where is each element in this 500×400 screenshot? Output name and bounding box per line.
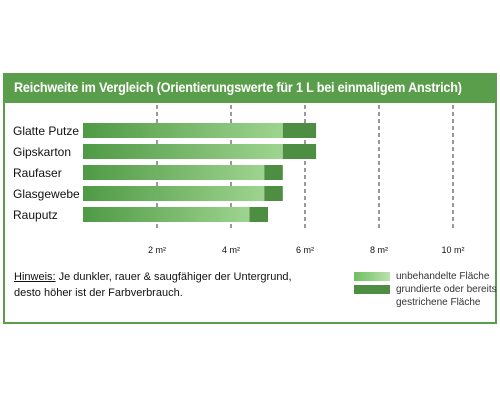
category-label-3: Glasgewebe	[13, 187, 80, 201]
legend-swatch-dark	[354, 285, 390, 294]
tick-label-8: 8 m²	[370, 245, 388, 255]
title-bar: Reichweite im Vergleich (Orientierungswe…	[5, 75, 495, 103]
hint-label: Hinweis:	[14, 271, 56, 283]
legend-label-untreated: unbehandelte Fläche	[396, 271, 490, 282]
bar-untreated-3	[83, 186, 265, 201]
tick-label-10: 10 m²	[441, 245, 464, 255]
bar-primed-2	[264, 165, 283, 180]
bar-primed-3	[264, 186, 283, 201]
bar-primed-0	[282, 123, 317, 138]
bar-chart: Glatte Putze Gipskarton Raufaser Glasgewebe…	[13, 105, 465, 255]
category-label-4: Rauputz	[13, 208, 58, 222]
bar-untreated-2	[83, 165, 265, 180]
category-label-0: Glatte Putze	[13, 124, 79, 138]
chart-frame: Reichweite im Vergleich (Orientierungswe…	[3, 73, 497, 324]
hint-text-line1: Je dunkler, rauer & saugfähiger der Unte…	[55, 271, 292, 283]
bar-untreated-1	[83, 144, 283, 159]
chart-title: Reichweite im Vergleich (Orientierungswe…	[14, 79, 462, 95]
bar-primed-4	[249, 207, 268, 222]
tick-label-6: 6 m²	[296, 245, 314, 255]
bar-untreated-4	[83, 207, 250, 222]
bar-untreated-0	[83, 123, 283, 138]
legend-label-primed-line1: grundierte oder bereits	[396, 284, 497, 295]
legend-label-primed-line2: gestrichene Fläche	[396, 297, 481, 308]
legend-swatch-light	[354, 272, 390, 281]
category-label-1: Gipskarton	[13, 145, 71, 159]
hint-text-line2: desto höher ist der Farbverbrauch.	[14, 287, 183, 299]
tick-label-4: 4 m²	[222, 245, 240, 255]
hint-note: Hinweis: Je dunkler, rauer & saugfähiger…	[14, 269, 292, 301]
bar-primed-1	[282, 144, 317, 159]
category-label-2: Raufaser	[13, 166, 62, 180]
tick-label-2: 2 m²	[148, 245, 166, 255]
